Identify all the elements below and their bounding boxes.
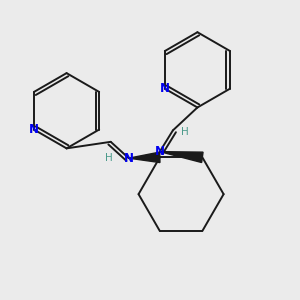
Text: N: N xyxy=(155,145,165,158)
Text: N: N xyxy=(124,152,134,165)
Text: N: N xyxy=(29,123,39,136)
Polygon shape xyxy=(160,152,203,163)
Text: H: H xyxy=(181,127,189,137)
Text: H: H xyxy=(105,153,113,163)
Text: N: N xyxy=(160,82,170,95)
Polygon shape xyxy=(129,152,160,163)
